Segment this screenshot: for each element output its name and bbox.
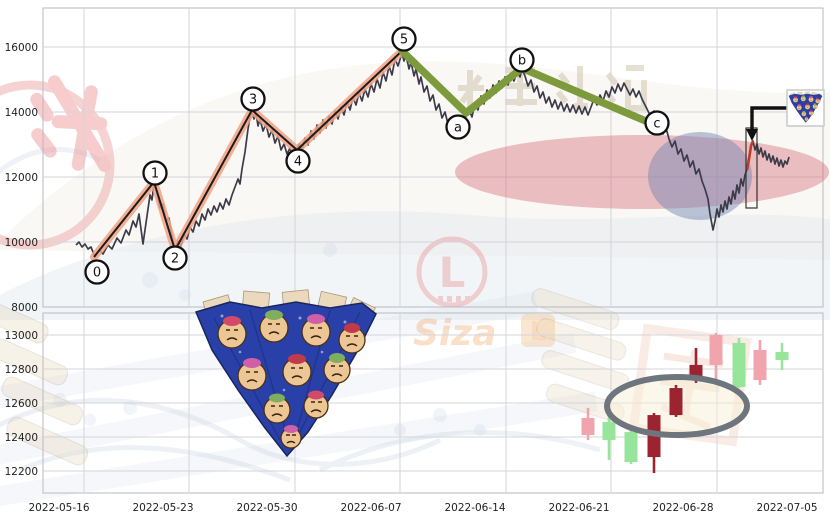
wave-label-circle	[84, 259, 110, 285]
x-tick-label: 2022-07-05	[756, 502, 817, 514]
candle-body	[753, 349, 767, 381]
x-tick-label: 2022-05-16	[28, 502, 89, 514]
x-tick-label: 2022-05-23	[132, 502, 193, 514]
y-tick-label: 10000	[5, 237, 38, 249]
wave-label-text: 1	[151, 167, 159, 182]
wave-label-2: 2	[162, 245, 188, 271]
panel-border	[42, 7, 824, 308]
wave-label-circle	[509, 47, 535, 73]
callout-arrow-shaft	[750, 106, 787, 130]
wave-label-circle	[391, 26, 417, 52]
candle-body	[732, 342, 746, 388]
siza-logo-letter: L	[530, 317, 547, 347]
wave-label-text: c	[653, 117, 660, 132]
y-tick-label: 13000	[5, 330, 38, 342]
impulse-wave-line	[93, 50, 403, 258]
wave-label-text: 2	[171, 252, 179, 267]
x-tick-label: 2022-06-21	[548, 502, 609, 514]
y-tick-label: 8000	[11, 302, 38, 314]
candle	[709, 332, 723, 383]
candle	[624, 427, 638, 465]
annotation-layer	[745, 106, 787, 209]
wave-label-b: b	[509, 47, 535, 73]
y-tick-label: 12800	[5, 364, 38, 376]
wave-label-3: 3	[240, 86, 266, 112]
candle	[581, 407, 595, 441]
candle	[647, 413, 661, 474]
candle-body	[581, 417, 595, 435]
circle-l-letter: L	[439, 248, 466, 297]
wave-label-a: a	[445, 114, 471, 140]
focus-ellipse-ring	[604, 374, 750, 438]
y-tick-label: 16000	[5, 42, 38, 54]
candle-body	[709, 335, 723, 365]
gold-stack-left	[0, 300, 89, 466]
wave-label-5: 5	[391, 26, 417, 52]
candle-body	[669, 388, 683, 416]
axis-labels-layer: 16000 14000 12000 10000 8000 13000 12800 12600 1…	[5, 42, 818, 514]
wave-label-1: 1	[142, 160, 168, 186]
great-wave-body	[0, 211, 830, 320]
wave-label-c: c	[644, 110, 670, 136]
red-seal-stamp	[0, 75, 115, 250]
wave-label-text: 3	[249, 93, 257, 108]
candles-layer	[581, 332, 789, 474]
siza-logo: Siza L	[413, 313, 555, 354]
x-tick-label: 2022-05-30	[236, 502, 297, 514]
x-tick-label: 2022-06-28	[652, 502, 713, 514]
y-tick-label: 12000	[5, 172, 38, 184]
wave-label-4: 4	[285, 148, 311, 174]
x-tick-label: 2022-06-14	[444, 502, 505, 514]
candle	[753, 339, 767, 385]
wave-label-circle	[240, 86, 266, 112]
wave-label-text: b	[518, 54, 526, 69]
wave-label-text: 5	[400, 33, 408, 48]
wave-label-text: 4	[294, 155, 302, 170]
wave-label-text: 0	[93, 266, 101, 281]
callout-arrow-head	[746, 129, 758, 141]
corrective-wave-line	[398, 47, 659, 129]
candle-body	[602, 422, 616, 441]
red-target-ellipse	[455, 135, 829, 209]
candle	[732, 338, 746, 389]
wave-label-circle	[285, 148, 311, 174]
wave-label-circle	[162, 245, 188, 271]
wave-label-0: 0	[84, 259, 110, 285]
y-tick-label: 12600	[5, 398, 38, 410]
y-tick-label: 12400	[5, 432, 38, 444]
candle-body	[775, 352, 789, 360]
wave-label-text: a	[454, 121, 462, 136]
siza-logo-word: Siza	[413, 313, 497, 354]
x-tick-label: 2022-06-07	[340, 502, 401, 514]
candle	[669, 384, 683, 417]
candle-body	[624, 432, 638, 462]
wave-label-circle	[142, 160, 168, 186]
y-tick-label: 14000	[5, 107, 38, 119]
wave-labels-layer: 0 1 2 3 4 5 a b c	[84, 26, 670, 285]
y-tick-label: 12200	[5, 466, 38, 478]
background-collage: L Siza L	[0, 61, 830, 509]
callout-thumbnail	[786, 89, 825, 127]
candle	[602, 413, 616, 460]
wave-label-circle	[445, 114, 471, 140]
candle	[775, 342, 789, 371]
circle-l-logo: L	[416, 236, 488, 308]
wave-label-circle	[644, 110, 670, 136]
red-rally-segment	[745, 140, 755, 171]
